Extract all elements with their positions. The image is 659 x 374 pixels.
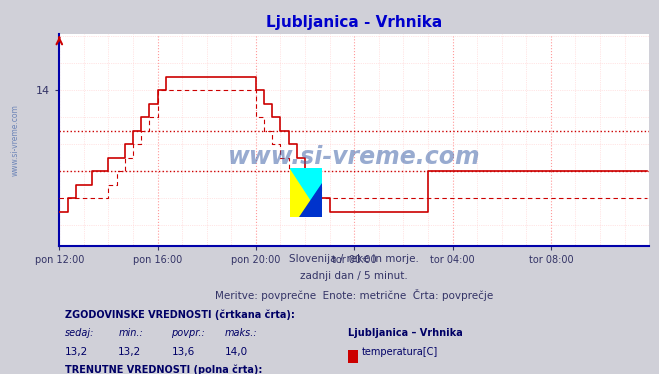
FancyBboxPatch shape bbox=[349, 350, 358, 363]
Text: temperatura[C]: temperatura[C] bbox=[361, 347, 438, 357]
Title: Ljubljanica - Vrhnika: Ljubljanica - Vrhnika bbox=[266, 15, 442, 30]
Polygon shape bbox=[299, 183, 322, 217]
Text: 13,2: 13,2 bbox=[119, 347, 142, 357]
Text: sedaj:: sedaj: bbox=[65, 328, 95, 338]
Text: 13,6: 13,6 bbox=[171, 347, 194, 357]
Text: ZGODOVINSKE VREDNOSTI (črtkana črta):: ZGODOVINSKE VREDNOSTI (črtkana črta): bbox=[65, 310, 295, 320]
Polygon shape bbox=[290, 168, 322, 217]
Text: povpr.:: povpr.: bbox=[171, 328, 205, 338]
Text: maks.:: maks.: bbox=[225, 328, 257, 338]
Polygon shape bbox=[290, 168, 322, 217]
Text: www.si-vreme.com: www.si-vreme.com bbox=[228, 144, 480, 169]
Text: 14,0: 14,0 bbox=[225, 347, 248, 357]
Text: min.:: min.: bbox=[119, 328, 143, 338]
Text: TRENUTNE VREDNOSTI (polna črta):: TRENUTNE VREDNOSTI (polna črta): bbox=[65, 364, 262, 374]
Text: Meritve: povprečne  Enote: metrične  Črta: povprečje: Meritve: povprečne Enote: metrične Črta:… bbox=[215, 289, 494, 301]
Text: www.si-vreme.com: www.si-vreme.com bbox=[11, 104, 20, 175]
Text: zadnji dan / 5 minut.: zadnji dan / 5 minut. bbox=[301, 271, 408, 281]
Text: Ljubljanica – Vrhnika: Ljubljanica – Vrhnika bbox=[349, 328, 463, 338]
Text: Slovenija / reke in morje.: Slovenija / reke in morje. bbox=[289, 254, 419, 264]
Text: 13,2: 13,2 bbox=[65, 347, 88, 357]
